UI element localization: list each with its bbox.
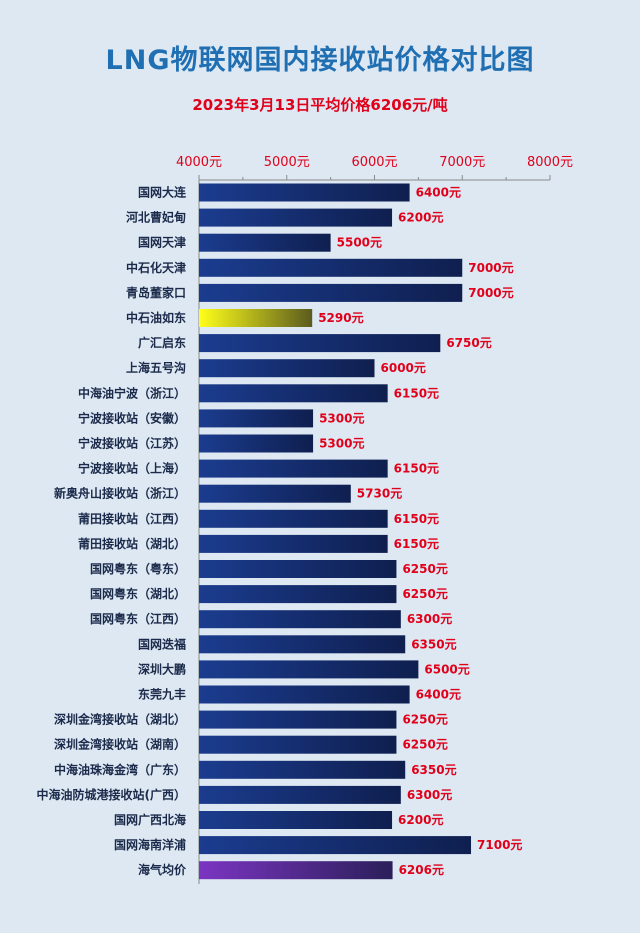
category-label: 海气均价: [138, 862, 187, 877]
value-label: 6400元: [416, 688, 461, 702]
bar: [199, 334, 441, 353]
value-label: 5300元: [319, 411, 364, 425]
value-label: 6150元: [394, 462, 439, 476]
category-label: 中海油珠海金湾（广东）: [54, 762, 186, 777]
bar: [199, 258, 463, 277]
value-label: 6300元: [407, 612, 452, 626]
value-label: 6250元: [402, 562, 447, 576]
chart-title: LNG物联网国内接收站价格对比图: [105, 45, 535, 76]
value-label: 5300元: [319, 437, 364, 451]
category-label: 广汇启东: [138, 335, 186, 350]
category-label: 国网粤东（湖北）: [90, 586, 186, 601]
value-label: 6200元: [398, 211, 443, 225]
value-label: 6350元: [411, 637, 456, 651]
bar: [199, 283, 463, 302]
bar: [199, 811, 393, 829]
category-label: 宁波接收站（安徽）: [78, 410, 186, 425]
chart-subtitle: 2023年3月13日平均价格6206元/吨: [192, 96, 448, 114]
category-label: 河北曹妃甸: [125, 210, 186, 225]
category-label: 深圳大鹏: [138, 661, 186, 676]
value-label: 6200元: [398, 813, 443, 827]
bar: [199, 484, 351, 503]
bar: [199, 836, 472, 855]
category-label: 国网大连: [138, 185, 187, 200]
value-label: 6150元: [394, 386, 439, 400]
category-label: 新奥舟山接收站（浙江）: [54, 486, 186, 501]
bar: [199, 233, 331, 252]
category-label: 莆田接收站（湖北）: [78, 536, 186, 551]
bar: [199, 309, 313, 327]
category-label: 国网粤东（江西）: [90, 611, 186, 626]
bar: [199, 359, 375, 378]
category-label: 深圳金湾接收站（湖北）: [54, 712, 186, 727]
category-label: 中石油如东: [126, 310, 186, 325]
value-label: 7000元: [468, 286, 513, 300]
value-label: 5500元: [337, 236, 382, 250]
bar: [199, 509, 388, 528]
value-label: 6150元: [394, 512, 439, 526]
category-label: 中海油宁波（浙江）: [78, 385, 186, 400]
value-label: 6206元: [399, 863, 444, 877]
bar: [199, 861, 393, 880]
bar: [199, 660, 419, 679]
bar: [199, 710, 397, 729]
bar: [199, 183, 410, 202]
category-label: 国网海南洋浦: [114, 837, 186, 852]
value-label: 7100元: [477, 838, 522, 852]
bar: [199, 384, 388, 403]
value-label: 6350元: [411, 763, 456, 777]
category-label: 上海五号沟: [126, 360, 186, 375]
bar: [199, 409, 314, 428]
bar: [199, 610, 401, 629]
category-label: 莆田接收站（江西）: [78, 511, 186, 526]
value-label: 6300元: [407, 788, 452, 802]
value-label: 6000元: [381, 361, 426, 375]
category-label: 中石化天津: [126, 260, 186, 275]
bar: [199, 434, 314, 453]
x-tick-label: 6000元: [351, 155, 397, 170]
value-label: 6250元: [402, 587, 447, 601]
category-label: 国网天津: [138, 235, 186, 250]
category-label: 中海油防城港接收站(广西）: [37, 787, 187, 802]
x-tick-label: 7000元: [439, 155, 485, 170]
value-label: 6500元: [424, 662, 469, 676]
bar: [199, 760, 406, 779]
value-label: 6400元: [416, 186, 461, 200]
category-label: 国网广西北海: [114, 812, 186, 827]
bar: [199, 560, 397, 578]
bar: [199, 785, 401, 804]
bar: [199, 585, 397, 604]
bar: [199, 635, 406, 654]
x-tick-label: 4000元: [176, 155, 222, 170]
category-label: 东莞九丰: [138, 687, 186, 702]
category-label: 国网迭福: [138, 636, 186, 651]
value-label: 6250元: [402, 738, 447, 752]
x-tick-label: 8000元: [527, 155, 573, 170]
bar: [199, 685, 410, 704]
value-label: 6750元: [446, 336, 491, 350]
category-label: 青岛董家口: [126, 285, 186, 300]
bar: [199, 459, 388, 478]
x-tick-label: 5000元: [264, 155, 310, 170]
category-label: 宁波接收站（江苏）: [78, 436, 186, 451]
bar: [199, 735, 397, 754]
value-label: 5290元: [318, 311, 363, 325]
value-label: 5730元: [357, 487, 402, 501]
value-label: 6250元: [402, 713, 447, 727]
category-label: 宁波接收站（上海）: [78, 461, 186, 476]
bar: [199, 534, 388, 553]
value-label: 7000元: [468, 261, 513, 275]
category-label: 深圳金湾接收站（湖南）: [54, 737, 186, 752]
value-label: 6150元: [394, 537, 439, 551]
bar: [199, 208, 393, 227]
category-label: 国网粤东（粤东）: [90, 561, 186, 576]
